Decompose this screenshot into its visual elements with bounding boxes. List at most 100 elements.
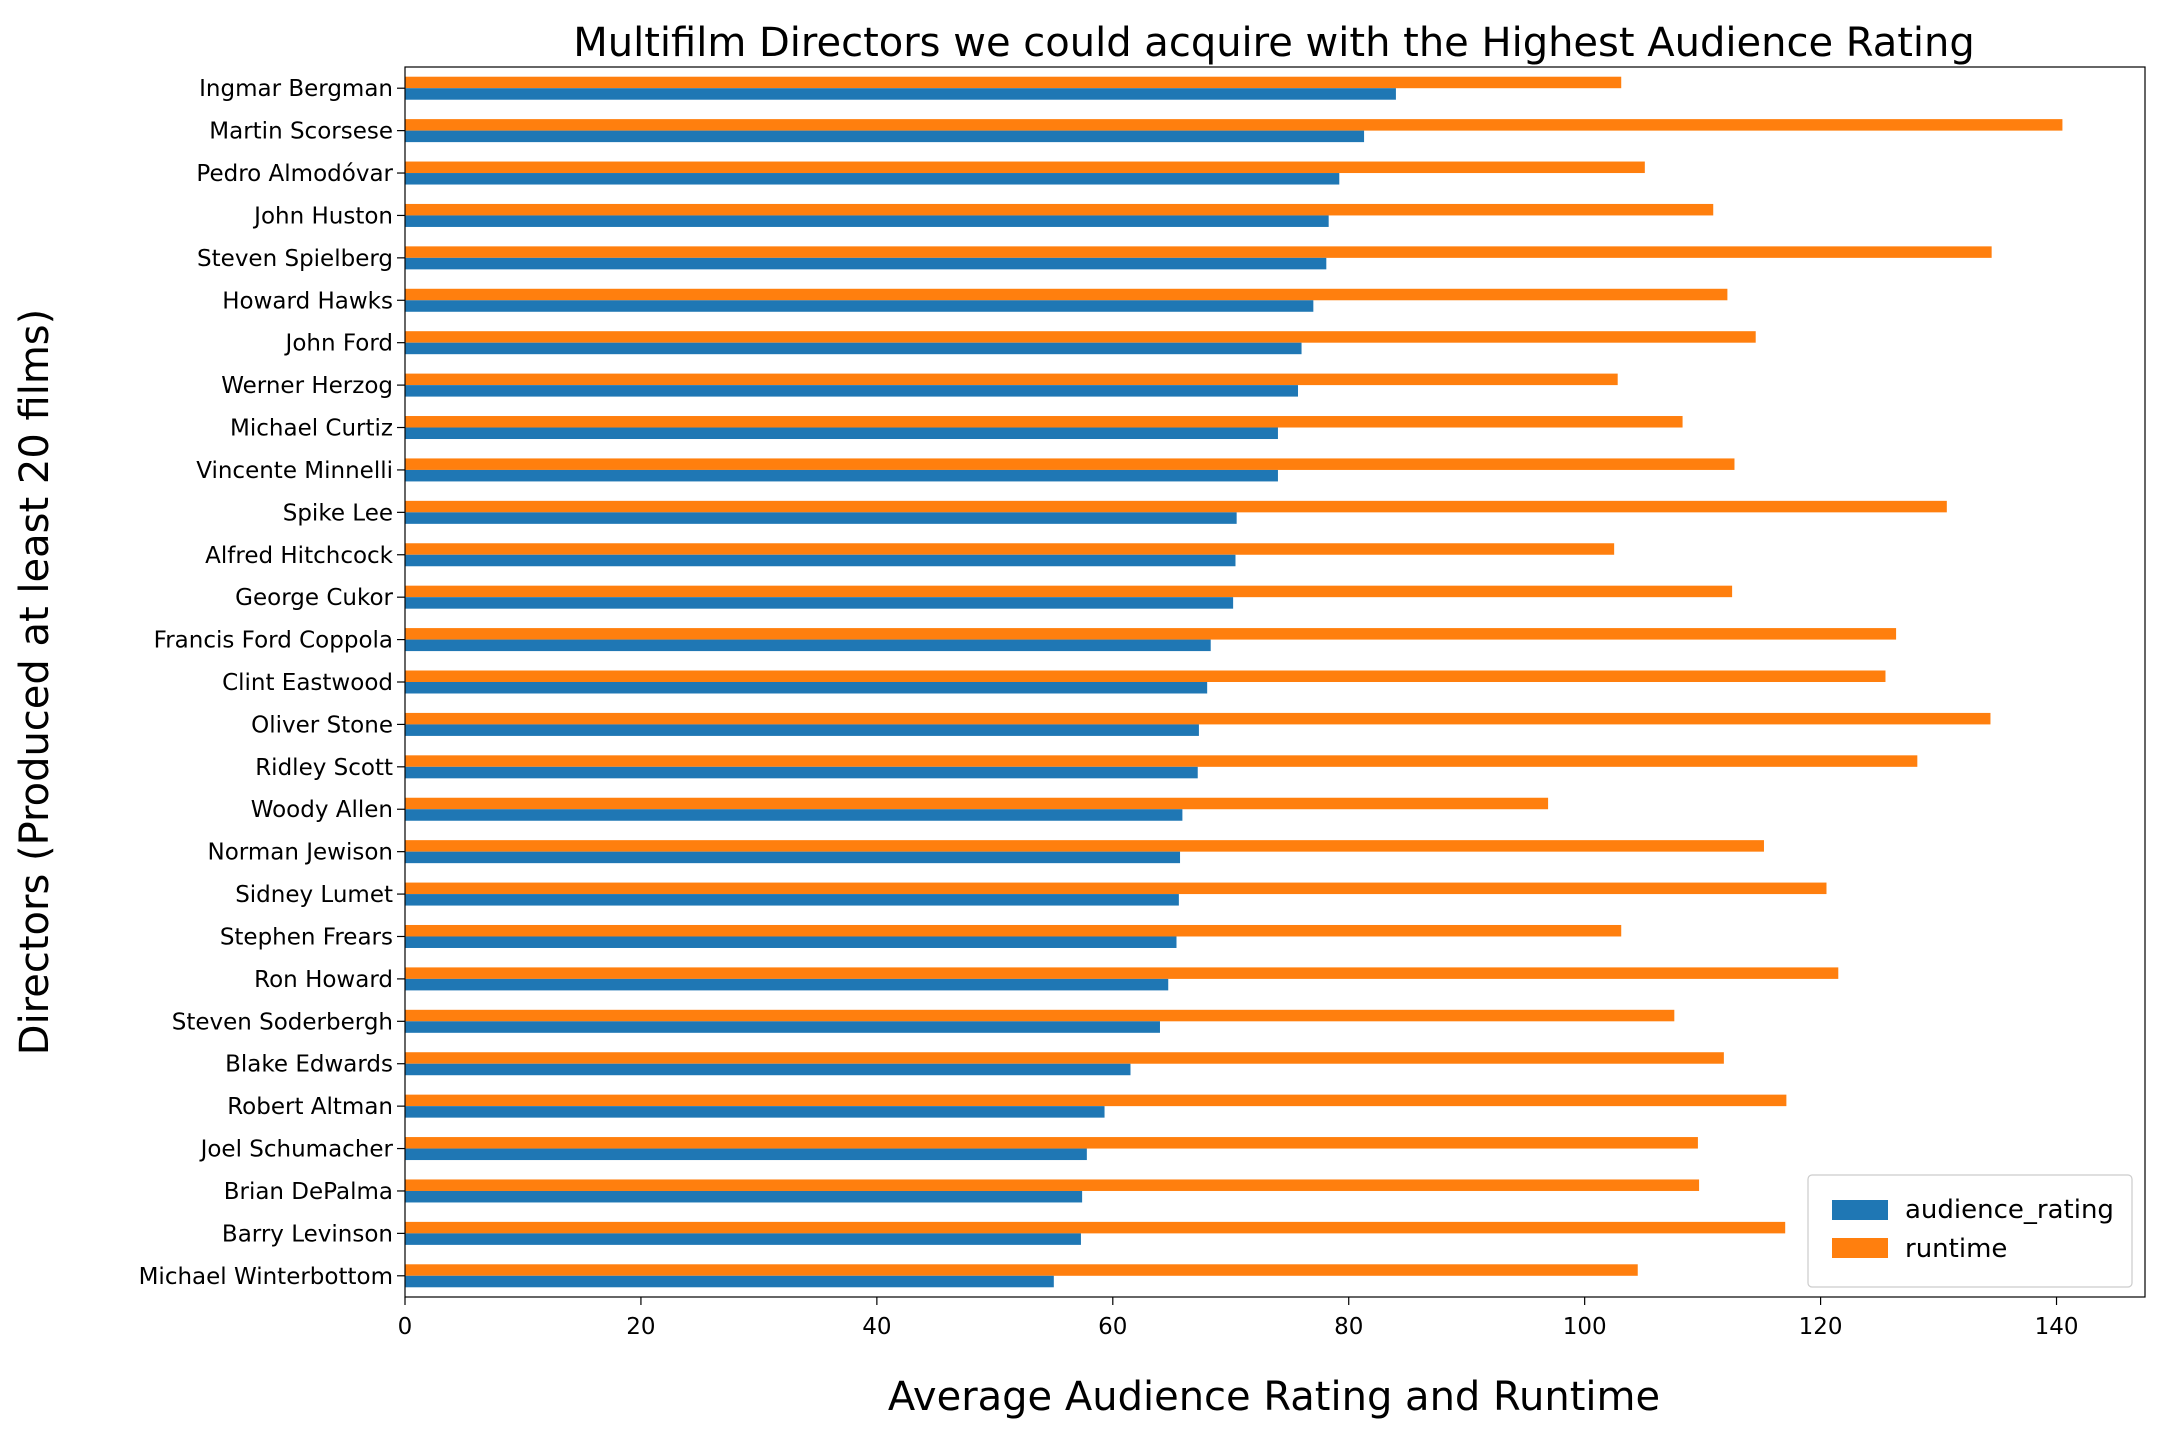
y-tick-label: Ingmar Bergman — [199, 76, 393, 102]
y-tick-label: Barry Levinson — [222, 1221, 393, 1247]
bar-audience-rating-joel-schumacher — [405, 1148, 1087, 1161]
bar-audience-rating-michael-curtiz — [405, 427, 1278, 440]
bar-runtime-werner-herzog — [405, 373, 1618, 386]
bar-audience-rating-sidney-lumet — [405, 894, 1179, 906]
y-tick-label: Werner Herzog — [221, 373, 393, 399]
y-tick-label: Francis Ford Coppola — [154, 628, 393, 654]
y-tick-label: John Ford — [284, 331, 393, 357]
x-tick-label: 20 — [626, 1314, 655, 1340]
bar-audience-rating-clint-eastwood — [405, 682, 1208, 694]
bar-runtime-george-cukor — [405, 585, 1733, 598]
bar-runtime-oliver-stone — [405, 712, 1991, 725]
bar-audience-rating-martin-scorsese — [405, 130, 1365, 143]
bar-audience-rating-spike-lee — [405, 512, 1237, 524]
y-tick-label: Blake Edwards — [225, 1052, 393, 1078]
bar-audience-rating-brian-depalma — [405, 1190, 1083, 1203]
y-tick-label: Vincente Minnelli — [196, 458, 393, 484]
bar-runtime-barry-levinson — [405, 1221, 1786, 1234]
legend-swatch-audience-rating — [1832, 1200, 1888, 1220]
bar-runtime-steven-soderbergh — [405, 1009, 1675, 1022]
bar-runtime-pedro-almodovar — [405, 161, 1645, 174]
bar-runtime-michael-curtiz — [405, 416, 1683, 428]
bar-runtime-brian-depalma — [405, 1179, 1700, 1191]
y-tick-label: Alfred Hitchcock — [205, 543, 394, 569]
bar-runtime-spike-lee — [405, 500, 1947, 513]
bar-audience-rating-george-cukor — [405, 597, 1234, 609]
x-tick-label: 0 — [398, 1314, 413, 1340]
bar-audience-rating-werner-herzog — [405, 385, 1299, 397]
y-tick-label: Ron Howard — [254, 967, 393, 993]
y-tick-label: George Cukor — [235, 585, 393, 611]
bar-audience-rating-steven-soderbergh — [405, 1021, 1160, 1033]
bar-audience-rating-oliver-stone — [405, 724, 1199, 736]
y-tick-label: Ridley Scott — [255, 755, 393, 781]
y-tick-label: Woody Allen — [251, 797, 393, 823]
bar-runtime-alfred-hitchcock — [405, 543, 1615, 555]
bar-audience-rating-ingmar-bergman — [405, 88, 1396, 100]
bar-audience-rating-ron-howard — [405, 978, 1169, 991]
bar-runtime-norman-jewison — [405, 840, 1764, 852]
y-tick-label: Oliver Stone — [251, 712, 393, 738]
bar-audience-rating-woody-allen — [405, 809, 1183, 821]
bar-runtime-sidney-lumet — [405, 882, 1827, 895]
y-tick-label: John Huston — [252, 203, 393, 229]
bar-audience-rating-alfred-hitchcock — [405, 554, 1236, 567]
bar-runtime-robert-altman — [405, 1094, 1787, 1107]
y-tick-label: Norman Jewison — [208, 840, 393, 866]
bar-audience-rating-robert-altman — [405, 1106, 1105, 1118]
x-tick-label: 140 — [2035, 1314, 2079, 1340]
bar-runtime-ridley-scott — [405, 755, 1918, 767]
bar-audience-rating-barry-levinson — [405, 1233, 1081, 1245]
x-tick-label: 80 — [1334, 1314, 1363, 1340]
legend-label-audience-rating: audience_rating — [1905, 1195, 2114, 1225]
legend-label-runtime: runtime — [1905, 1234, 2007, 1264]
y-tick-label: Martin Scorsese — [209, 119, 393, 145]
y-tick-label: Steven Soderbergh — [172, 1009, 393, 1035]
bar-runtime-vincente-minnelli — [405, 458, 1735, 470]
y-tick-label: Steven Spielberg — [197, 246, 393, 272]
bar-audience-rating-vincente-minnelli — [405, 469, 1278, 482]
x-axis-label: Average Audience Rating and Runtime — [888, 1374, 1660, 1420]
y-tick-label: Pedro Almodóvar — [196, 161, 393, 187]
bar-runtime-stephen-frears — [405, 924, 1622, 937]
bar-runtime-clint-eastwood — [405, 670, 1886, 682]
bar-audience-rating-howard-hawks — [405, 300, 1314, 312]
y-tick-label: Sidney Lumet — [235, 882, 393, 908]
y-tick-label: Michael Curtiz — [230, 416, 393, 442]
bar-runtime-joel-schumacher — [405, 1137, 1698, 1149]
bar-runtime-woody-allen — [405, 797, 1549, 810]
legend-frame — [1807, 1174, 2133, 1288]
y-tick-label: Spike Lee — [283, 500, 393, 526]
bar-runtime-howard-hawks — [405, 288, 1728, 301]
x-tick-label: 100 — [1563, 1314, 1607, 1340]
bar-audience-rating-pedro-almodovar — [405, 173, 1340, 185]
y-tick-label: Stephen Frears — [220, 924, 393, 950]
bar-runtime-john-huston — [405, 203, 1714, 216]
bar-runtime-martin-scorsese — [405, 119, 2063, 131]
x-tick-label: 120 — [1799, 1314, 1843, 1340]
bar-audience-rating-john-ford — [405, 342, 1302, 355]
bar-runtime-steven-spielberg — [405, 246, 1992, 258]
bar-audience-rating-steven-spielberg — [405, 257, 1327, 270]
bar-runtime-ron-howard — [405, 967, 1839, 979]
x-tick-label: 40 — [862, 1314, 891, 1340]
y-tick-label: Robert Altman — [227, 1094, 393, 1120]
bar-runtime-michael-winterbottom — [405, 1264, 1638, 1276]
bar-audience-rating-ridley-scott — [405, 766, 1198, 779]
x-tick-label: 60 — [1098, 1314, 1127, 1340]
legend: audience_rating runtime — [1807, 1174, 2133, 1288]
bar-audience-rating-blake-edwards — [405, 1063, 1131, 1076]
y-tick-label: Clint Eastwood — [222, 670, 393, 696]
y-tick-label: Howard Hawks — [222, 288, 393, 314]
y-tick-label: Michael Winterbottom — [139, 1264, 393, 1290]
bar-runtime-john-ford — [405, 331, 1756, 343]
y-tick-label: Joel Schumacher — [199, 1137, 394, 1163]
bar-audience-rating-norman-jewison — [405, 851, 1181, 864]
bar-audience-rating-francis-ford-coppola — [405, 639, 1211, 652]
legend-swatch-runtime — [1832, 1238, 1888, 1258]
bar-audience-rating-michael-winterbottom — [405, 1275, 1054, 1288]
bar-runtime-ingmar-bergman — [405, 76, 1622, 89]
bar-runtime-blake-edwards — [405, 1052, 1724, 1064]
